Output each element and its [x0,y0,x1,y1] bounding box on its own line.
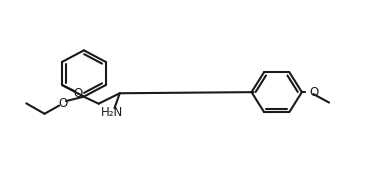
Text: O: O [73,87,82,100]
Text: H₂N: H₂N [101,106,123,119]
Text: O: O [58,97,67,110]
Text: O: O [310,86,319,99]
